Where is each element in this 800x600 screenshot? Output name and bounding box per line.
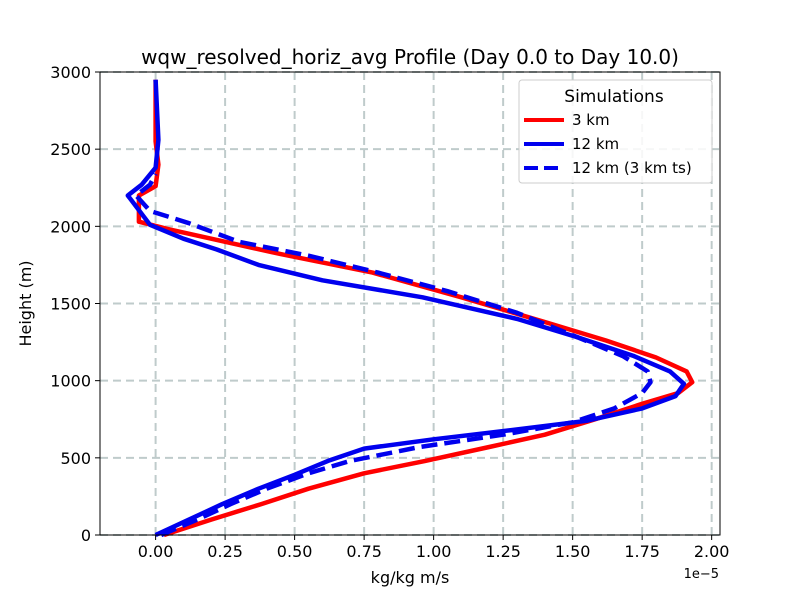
x-tick-label: 0.25 xyxy=(207,542,243,561)
series-line-3-km xyxy=(136,79,695,538)
y-tick-label: 500 xyxy=(60,449,91,468)
x-tick-label: 0.00 xyxy=(138,542,174,561)
legend-label-12km-3km-ts: 12 km (3 km ts) xyxy=(572,159,692,177)
x-tick-label: 1.50 xyxy=(555,542,591,561)
x-tick-label: 1.75 xyxy=(624,542,660,561)
chart-title: wqw_resolved_horiz_avg Profile (Day 0.0 … xyxy=(141,45,679,69)
series-lines xyxy=(125,79,695,538)
x-offset-label: 1e−5 xyxy=(684,567,719,582)
x-tick-label: 2.00 xyxy=(694,542,730,561)
legend-title: Simulations xyxy=(564,87,664,107)
y-tick-label: 1000 xyxy=(50,372,91,391)
x-axis-label: kg/kg m/s xyxy=(371,568,450,587)
y-tick-label: 3000 xyxy=(50,63,91,82)
series-line-12-km-3-km-ts- xyxy=(133,172,653,538)
legend-label-12km: 12 km xyxy=(572,135,619,153)
y-axis-label: Height (m) xyxy=(16,260,35,346)
y-tick-label: 2500 xyxy=(50,140,91,159)
x-tick-label: 0.50 xyxy=(277,542,313,561)
legend-box xyxy=(518,79,713,184)
x-tick-label: 1.00 xyxy=(416,542,452,561)
y-tick-label: 2000 xyxy=(50,217,91,236)
y-tick-label: 1500 xyxy=(50,295,91,314)
x-tick-label: 0.75 xyxy=(346,542,382,561)
x-tick-label: 1.25 xyxy=(485,542,521,561)
series-line-12-km xyxy=(125,79,687,538)
legend-label-3km: 3 km xyxy=(572,111,610,129)
axis-ticks: 0.00 0.25 0.50 0.75 1.00 1.25 1.50 1.75 2.00 0 500… xyxy=(50,63,729,561)
legend: Simulations 3 km 12 km 12 km (3 km ts) xyxy=(518,79,713,184)
y-tick-label: 0 xyxy=(81,526,91,545)
